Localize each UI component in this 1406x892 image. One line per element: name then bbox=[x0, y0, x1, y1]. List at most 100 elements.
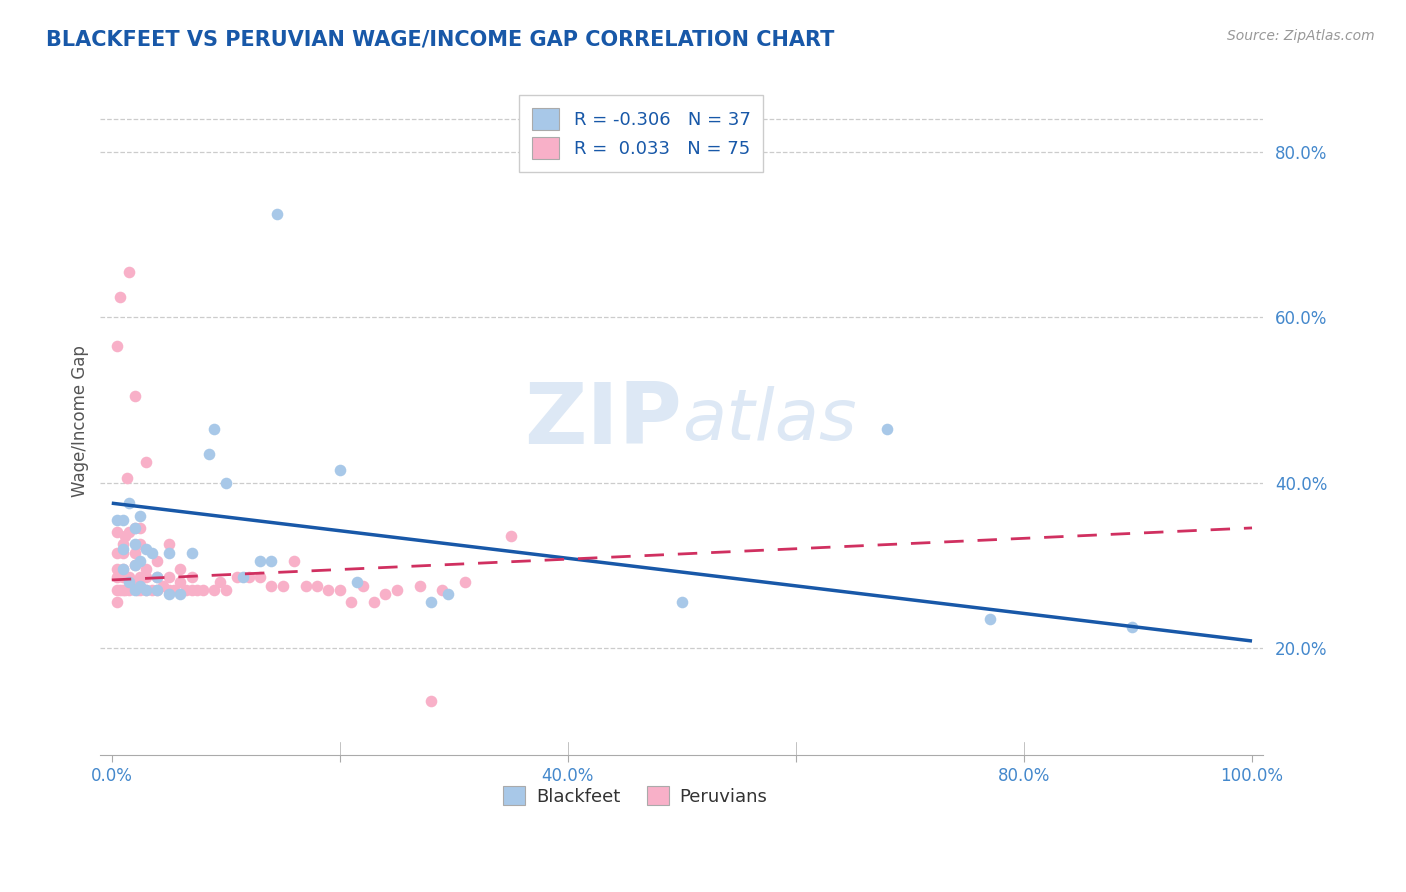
Point bbox=[129, 554, 152, 568]
Point bbox=[169, 587, 191, 601]
Point bbox=[112, 582, 135, 597]
Point bbox=[157, 546, 180, 560]
Point bbox=[112, 570, 135, 584]
Point bbox=[107, 595, 129, 609]
Point bbox=[124, 521, 146, 535]
Point bbox=[107, 582, 129, 597]
Point bbox=[129, 537, 152, 551]
Point bbox=[157, 570, 180, 584]
Point bbox=[1121, 620, 1143, 634]
Point bbox=[107, 524, 129, 539]
Point bbox=[129, 508, 152, 523]
Point bbox=[135, 582, 157, 597]
Point bbox=[249, 554, 271, 568]
Point bbox=[115, 471, 138, 485]
Point bbox=[146, 582, 169, 597]
Point bbox=[118, 265, 141, 279]
Point bbox=[135, 455, 157, 469]
Text: BLACKFEET VS PERUVIAN WAGE/INCOME GAP CORRELATION CHART: BLACKFEET VS PERUVIAN WAGE/INCOME GAP CO… bbox=[46, 29, 835, 49]
Point bbox=[129, 570, 152, 584]
Point bbox=[129, 579, 152, 593]
Point bbox=[420, 595, 443, 609]
Point bbox=[340, 595, 363, 609]
Point bbox=[124, 537, 146, 551]
Point bbox=[114, 582, 136, 597]
Point bbox=[266, 207, 288, 221]
Point bbox=[118, 524, 141, 539]
Point bbox=[112, 562, 135, 576]
Point bbox=[124, 389, 146, 403]
Point bbox=[157, 587, 180, 601]
Point bbox=[454, 574, 477, 589]
Point bbox=[671, 595, 693, 609]
Point bbox=[112, 562, 135, 576]
Text: atlas: atlas bbox=[682, 386, 856, 455]
Point bbox=[180, 570, 202, 584]
Point bbox=[124, 582, 146, 597]
Point bbox=[186, 582, 208, 597]
Point bbox=[146, 554, 169, 568]
Point bbox=[114, 529, 136, 543]
Point bbox=[146, 570, 169, 584]
Point bbox=[260, 554, 283, 568]
Point bbox=[432, 582, 454, 597]
Point bbox=[271, 579, 294, 593]
Point bbox=[146, 582, 169, 597]
Point bbox=[124, 558, 146, 572]
Point bbox=[209, 574, 232, 589]
Point bbox=[118, 496, 141, 510]
Point bbox=[108, 290, 131, 304]
Point bbox=[157, 582, 180, 597]
Point bbox=[152, 579, 174, 593]
Point bbox=[169, 574, 191, 589]
Point bbox=[129, 521, 152, 535]
Point bbox=[118, 582, 141, 597]
Point bbox=[180, 546, 202, 560]
Point bbox=[979, 612, 1001, 626]
Point bbox=[329, 463, 352, 477]
Point bbox=[124, 574, 146, 589]
Point bbox=[249, 570, 271, 584]
Point bbox=[294, 579, 316, 593]
Text: Source: ZipAtlas.com: Source: ZipAtlas.com bbox=[1227, 29, 1375, 44]
Point bbox=[163, 582, 186, 597]
Point bbox=[408, 579, 430, 593]
Point bbox=[141, 546, 163, 560]
Point bbox=[191, 582, 214, 597]
Point bbox=[305, 579, 328, 593]
Point bbox=[174, 582, 197, 597]
Point bbox=[114, 570, 136, 584]
Point bbox=[238, 570, 260, 584]
Point bbox=[232, 570, 254, 584]
Point bbox=[283, 554, 305, 568]
Point bbox=[112, 537, 135, 551]
Point bbox=[129, 582, 152, 597]
Point bbox=[180, 582, 202, 597]
Point bbox=[118, 570, 141, 584]
Point bbox=[215, 475, 238, 490]
Point bbox=[112, 513, 135, 527]
Point bbox=[499, 529, 522, 543]
Text: ZIP: ZIP bbox=[524, 379, 682, 462]
Point bbox=[135, 541, 157, 556]
Point bbox=[112, 546, 135, 560]
Point bbox=[363, 595, 385, 609]
Point bbox=[318, 582, 340, 597]
Point bbox=[169, 562, 191, 576]
Point bbox=[124, 558, 146, 572]
Point bbox=[125, 582, 148, 597]
Point bbox=[352, 579, 374, 593]
Point bbox=[202, 582, 225, 597]
Point bbox=[374, 587, 396, 601]
Point bbox=[135, 570, 157, 584]
Point bbox=[141, 582, 163, 597]
Point bbox=[226, 570, 249, 584]
Point bbox=[108, 582, 131, 597]
Point bbox=[107, 562, 129, 576]
Point bbox=[146, 570, 169, 584]
Point bbox=[107, 546, 129, 560]
Point bbox=[215, 582, 238, 597]
Point bbox=[346, 574, 368, 589]
Point bbox=[118, 574, 141, 589]
Point bbox=[329, 582, 352, 597]
